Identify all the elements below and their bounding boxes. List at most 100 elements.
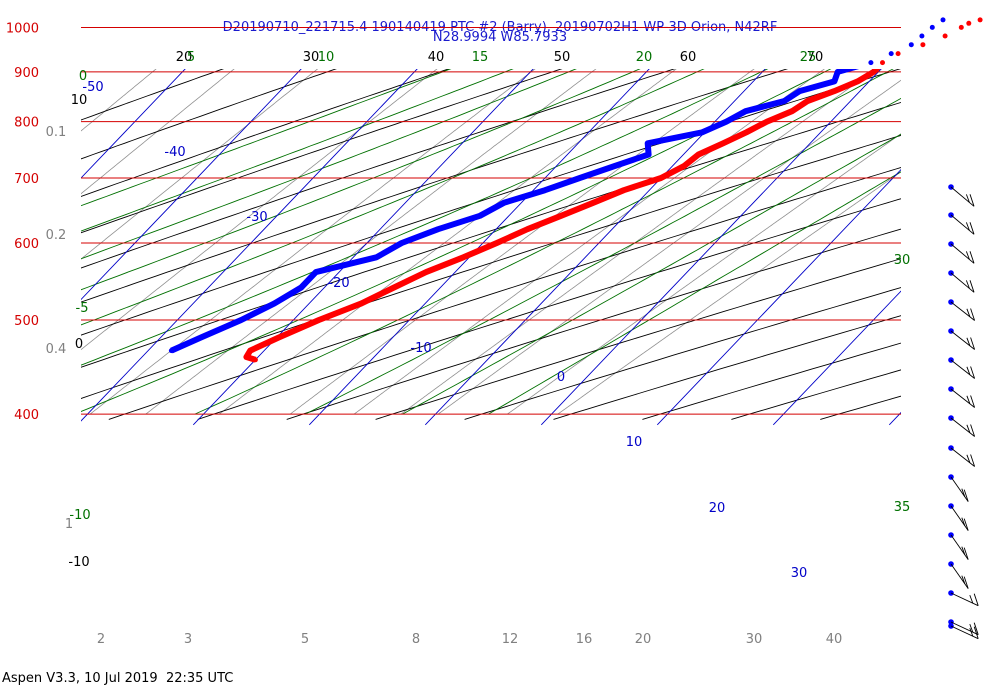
moist-adiabat-label: 25: [800, 50, 817, 65]
moist-adiabat-line: [488, 171, 901, 415]
temperature-point: [358, 300, 364, 306]
dry-adiabat-label: 0: [75, 337, 83, 352]
isotherm-line: [888, 411, 901, 426]
dry-adiabat-label: 20: [176, 50, 193, 65]
isotherm-label: -50: [82, 80, 103, 95]
mixing-ratio-label: 0.4: [46, 342, 67, 357]
mixing-ratio-line: [81, 69, 235, 195]
wind-barb: [948, 503, 969, 531]
temperature-point: [524, 226, 530, 232]
wind-barb: [948, 299, 976, 321]
temperature-point: [252, 357, 258, 363]
moist-adiabat-line: [81, 69, 641, 291]
temperature-point: [621, 187, 627, 193]
dry-adiabat-line: [81, 69, 676, 269]
dry-adiabat-line: [820, 395, 901, 420]
wind-barb: [948, 623, 979, 640]
dewpoint-point: [646, 152, 652, 157]
temperature-point: [966, 20, 972, 26]
dry-adiabat-label: 70: [807, 50, 824, 65]
dewpoint-point: [542, 187, 548, 193]
wind-barb: [948, 386, 976, 408]
dry-adiabat-line: [81, 69, 901, 336]
isotherm-line: [424, 69, 766, 426]
dewpoint-point: [831, 78, 837, 84]
temperature-point: [316, 317, 322, 323]
dewpoint-point: [908, 42, 914, 48]
moist-adiabat-label: 10: [318, 50, 335, 65]
wind-barb: [948, 184, 975, 207]
moist-adiabat-label: 5: [187, 50, 195, 65]
dry-adiabat-line: [81, 134, 901, 399]
mixing-ratio-label: 1: [65, 517, 73, 532]
isotherm-line: [0, 15, 5, 425]
temperature-point: [696, 152, 701, 157]
wind-barb: [948, 270, 975, 293]
moist-adiabat-label: 20: [636, 50, 653, 65]
dewpoint-point: [373, 254, 379, 260]
temperature-point: [855, 78, 861, 84]
dry-adiabat-line: [81, 69, 225, 121]
mixing-ratio-line: [81, 69, 438, 351]
moist-adiabat-label: 35: [894, 500, 911, 515]
temperature-point: [895, 51, 901, 57]
moist-adiabat-label: 15: [472, 50, 489, 65]
temperature-point: [276, 334, 282, 340]
mixing-ratio-label: 30: [746, 632, 763, 647]
dewpoint-point: [611, 163, 617, 169]
dewpoint-point: [477, 213, 483, 219]
mixing-ratio-line: [400, 69, 877, 415]
moist-adiabat-line: [81, 69, 514, 232]
temperature-point: [789, 108, 795, 114]
dry-adiabat-line: [553, 315, 901, 420]
wind-barb: [948, 241, 975, 264]
moist-adiabat-line: [402, 133, 901, 415]
isotherm-line: [540, 69, 882, 426]
isotherm-line: [772, 290, 901, 426]
isotherm-label: -40: [164, 145, 185, 160]
temperature-point: [764, 119, 770, 125]
wind-barb: [948, 532, 969, 560]
temperature-point: [681, 163, 687, 169]
dry-adiabat-line: [81, 69, 450, 197]
temperature-point: [720, 140, 726, 146]
dry-adiabat-label: 30: [303, 50, 320, 65]
temperature-point: [831, 88, 837, 94]
pressure-tick-label: 800: [14, 116, 39, 131]
dry-adiabat-line: [286, 228, 901, 420]
temperature-point: [977, 17, 983, 23]
isotherm-label: 30: [791, 566, 808, 581]
wind-barb: [948, 619, 979, 636]
wind-barb: [948, 590, 979, 607]
dewpoint-point: [868, 60, 874, 66]
wind-barb: [948, 357, 976, 379]
pressure-tick-label: 700: [14, 172, 39, 187]
moist-adiabat-label: -10: [69, 508, 90, 523]
wind-barb: [948, 212, 975, 235]
isotherm-line: [81, 69, 418, 422]
temperature-point: [920, 42, 926, 48]
footer-timestamp: Aspen V3.3, 10 Jul 2019 22:35 UTC: [2, 671, 234, 686]
moist-adiabat-label: 0: [79, 69, 87, 84]
moist-adiabat-label: 30: [894, 253, 911, 268]
mixing-ratio-line: [145, 69, 597, 415]
dry-adiabat-label: 40: [428, 50, 445, 65]
mixing-ratio-label: 3: [184, 632, 192, 647]
temperature-point: [958, 24, 964, 30]
dry-adiabat-line: [81, 101, 901, 368]
dry-adiabat-label: 60: [680, 50, 697, 65]
dewpoint-point: [699, 129, 705, 135]
mixing-ratio-line: [437, 79, 901, 415]
dewpoint-point: [577, 175, 583, 181]
dewpoint-point: [797, 88, 803, 94]
mixing-ratio-label: 0.1: [46, 125, 67, 140]
moist-adiabat-line: [81, 69, 577, 260]
wind-barb: [948, 445, 976, 467]
mixing-ratio-line: [218, 69, 677, 415]
dewpoint-point: [888, 51, 894, 57]
temperature-point: [247, 348, 253, 354]
dewpoint-point: [940, 17, 946, 23]
temperature-point: [558, 213, 564, 219]
isotherm-label: -20: [328, 276, 349, 291]
mixing-ratio-label: 12: [502, 632, 519, 647]
